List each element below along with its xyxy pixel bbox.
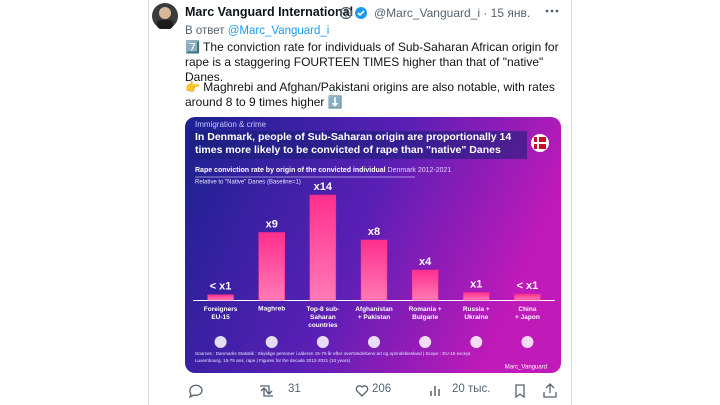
category-label: Top-8 sub-Saharan countries — [306, 306, 339, 329]
badges — [340, 6, 367, 20]
bar — [411, 269, 439, 301]
bar — [309, 194, 337, 301]
value-label: x4 — [419, 256, 432, 268]
value-label: x14 — [314, 181, 333, 193]
bar — [514, 293, 541, 301]
reply-button[interactable] — [188, 384, 203, 399]
value-label: x9 — [266, 218, 278, 230]
axis-label: Relative to "Native" Danes (Baseline=1) — [195, 180, 301, 186]
like-count: 206 — [372, 383, 392, 395]
source-note: Sources : Danmarks Statistik : Skyldige … — [195, 350, 471, 363]
value-label: < x1 — [517, 280, 539, 292]
reply-prefix: В ответ — [185, 25, 225, 37]
subtitle-note: Denmark 2012-2021 — [388, 167, 452, 174]
retweet-button[interactable] — [260, 385, 273, 397]
origin-icon — [265, 336, 278, 348]
value-label: < x1 — [210, 281, 232, 293]
bar — [258, 232, 285, 301]
views-button[interactable] — [430, 386, 440, 396]
category-label: Afghanistan + Pakistan — [355, 306, 393, 321]
origin-icon — [470, 336, 483, 348]
value-label: x1 — [470, 278, 482, 290]
category-label: Maghreb — [258, 306, 285, 313]
author-handle: @Marc_Vanguard_i · 15 янв. — [374, 6, 531, 20]
subtitle-main: Rape conviction rate by origin of the co… — [195, 167, 388, 174]
chart-title: In Denmark, people of Sub-Saharan origin… — [195, 131, 511, 156]
bar — [207, 294, 234, 301]
origin-icon — [521, 336, 534, 348]
bookmark-button[interactable] — [515, 384, 525, 399]
category-label: Foreigners EU-15 — [204, 306, 238, 321]
timeline-column — [148, 0, 572, 405]
tweet-text: 👉 Maghrebi and Afghan/Pakistani origins … — [185, 80, 555, 109]
credit: Marc_Vanguard — [505, 365, 547, 371]
author-name[interactable]: Marc Vanguard International — [185, 5, 354, 19]
reply-link[interactable]: @Marc_Vanguard_i — [227, 25, 330, 37]
origin-icon — [419, 336, 432, 348]
tweet-text: 7️⃣ The conviction rate for individuals … — [185, 40, 559, 84]
like-button[interactable] — [355, 385, 369, 397]
origin-icon — [214, 336, 227, 348]
origin-icon — [368, 336, 380, 348]
category-label: China + Japon — [515, 306, 540, 321]
chart-subtitle: Rape conviction rate by origin of the co… — [195, 167, 451, 174]
kicker: Immigration & crime — [195, 120, 267, 129]
chart-image[interactable]: Immigration & crime In Denmark, people of… — [185, 117, 561, 373]
avatar[interactable] — [151, 2, 179, 30]
reply-line: В ответ @Marc_Vanguard_i — [185, 25, 329, 37]
action-bar — [188, 383, 557, 399]
value-label: x8 — [368, 226, 380, 238]
retweet-count: 31 — [288, 383, 301, 395]
origin-icon — [316, 336, 329, 348]
bar — [360, 239, 388, 301]
category-label: Romania + Bulgarie — [409, 306, 442, 321]
more-menu[interactable] — [544, 8, 560, 14]
share-button[interactable] — [543, 383, 557, 398]
title-band — [189, 131, 527, 159]
view-count: 20 тыс. — [452, 383, 491, 395]
bar — [463, 292, 490, 301]
category-label: Russia + Ukraine — [463, 306, 490, 321]
